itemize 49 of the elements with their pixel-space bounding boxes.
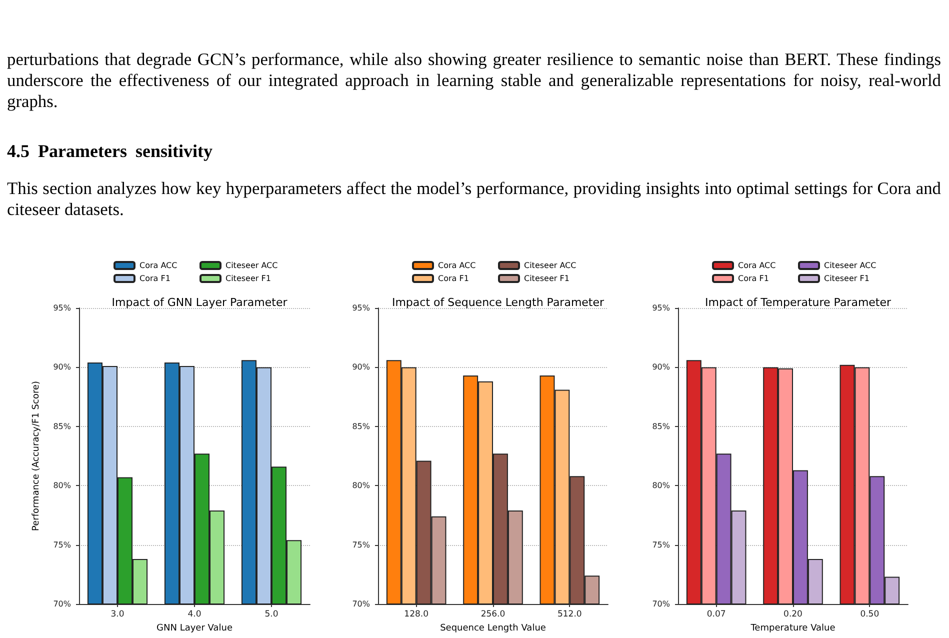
x-axis-title: Temperature Value <box>750 623 836 634</box>
text: This section analyzes how key hyperparameters affect the model’s performance, providing insights into optimal settings for Cora and citeseer datasets. <box>7 178 941 220</box>
legend-label: Cora ACC <box>738 261 776 270</box>
x-axis-title: Sequence Length Value <box>440 623 546 634</box>
legend-label: Cora ACC <box>140 261 178 270</box>
y-tick-label: 95% <box>53 304 72 312</box>
x-tick-label: 0.20 <box>784 610 802 620</box>
x-tick-label: 5.0 <box>264 610 278 620</box>
y-tick-label: 80% <box>352 481 370 490</box>
y-tick-label: 75% <box>53 540 72 550</box>
y-tick-label: 70% <box>53 600 72 608</box>
y-tick-label: 70% <box>352 600 370 608</box>
x-axis-title: GNN Layer Value <box>156 623 233 634</box>
legend-label: Cora ACC <box>438 261 476 270</box>
y-tick-label: 80% <box>652 481 670 490</box>
y-tick-label: 85% <box>352 422 370 431</box>
y-tick-label: 90% <box>352 362 370 372</box>
y-tick-label: 75% <box>352 540 370 550</box>
text: 4.5 Parameters sensitivity <box>7 141 212 162</box>
x-tick-label: 512.0 <box>557 610 582 620</box>
legend-label: Cora F1 <box>140 274 170 283</box>
legend-label: Cora F1 <box>738 274 769 283</box>
legend-label: Citeseer ACC <box>524 261 577 270</box>
chart-title: Impact of Temperature Parameter <box>704 296 892 309</box>
x-tick-label: 128.0 <box>404 610 429 620</box>
y-tick-label: 90% <box>652 362 670 372</box>
y-tick-label: 90% <box>53 362 72 372</box>
text: perturbations that degrade GCN’s performance, while also showing greater resilience to semantic noise than BERT. These findings underscore the effectiveness of our integrated approach in learning stable and generalizable representations for noisy, real-world graphs. <box>7 49 941 112</box>
x-tick-label: 4.0 <box>188 610 202 620</box>
x-tick-label: 0.50 <box>860 610 880 620</box>
chart-title: Impact of GNN Layer Parameter <box>112 296 288 309</box>
y-tick-label: 85% <box>53 422 72 431</box>
legend-label: Cora F1 <box>438 274 469 283</box>
y-axis-title: Performance (Accuracy/F1 Score) <box>32 380 42 532</box>
y-tick-label: 80% <box>53 481 72 490</box>
x-tick-label: 256.0 <box>480 610 506 620</box>
legend-label: Citeseer ACC <box>226 261 278 270</box>
chart-title: Impact of Sequence Length Parameter <box>392 296 605 309</box>
x-tick-label: 3.0 <box>110 610 124 620</box>
legend-label: Citeseer F1 <box>226 274 271 283</box>
y-tick-label: 85% <box>652 422 670 431</box>
y-tick-label: 95% <box>652 304 670 312</box>
legend-label: Citeseer F1 <box>824 274 870 283</box>
y-tick-label: 75% <box>652 540 670 550</box>
y-tick-label: 95% <box>352 304 370 312</box>
legend-label: Citeseer F1 <box>524 274 570 283</box>
x-tick-label: 0.07 <box>706 610 726 620</box>
y-tick-label: 70% <box>652 600 670 608</box>
legend-label: Citeseer ACC <box>824 261 877 270</box>
